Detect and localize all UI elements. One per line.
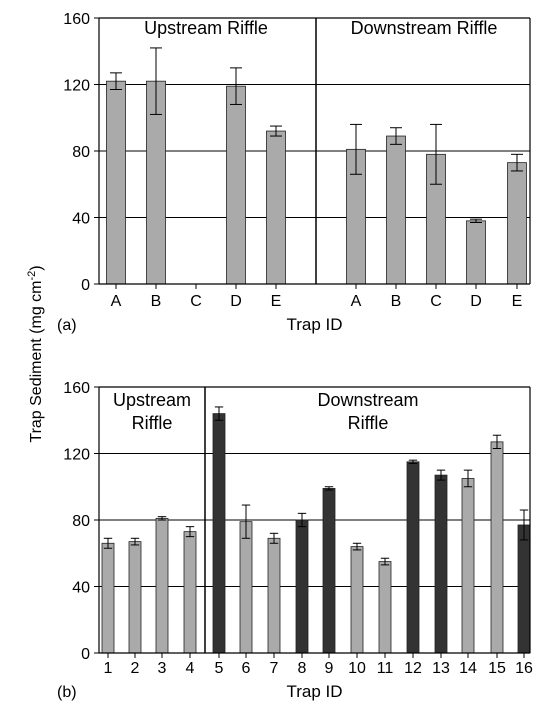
- bar: [212, 413, 226, 654]
- x-tick-label: 6: [242, 660, 251, 677]
- x-tick-label: 4: [186, 660, 195, 677]
- chart-panel-a: 0 40 80 120 160 A B C D E A B C D E Upstream Riffle Down…: [57, 11, 531, 334]
- y-tick-label: 120: [63, 78, 90, 95]
- group-label: Downstream Riffle: [351, 18, 498, 38]
- bar: [106, 80, 126, 285]
- x-axis-title: Trap ID: [286, 682, 342, 701]
- bar: [466, 220, 486, 285]
- bar: [517, 524, 531, 654]
- bar: [507, 162, 527, 285]
- bar: [406, 461, 420, 654]
- panel-label: (a): [57, 317, 77, 334]
- bar: [267, 537, 281, 654]
- y-tick-label: 80: [72, 513, 90, 530]
- x-axis-title: Trap ID: [286, 315, 342, 334]
- x-tick-label: 7: [270, 660, 279, 677]
- group-label: Downstream Riffle: [317, 390, 418, 433]
- x-tick-label: B: [391, 293, 402, 310]
- x-tick-label: 15: [488, 660, 506, 677]
- group-label: Upstream Riffle: [113, 390, 191, 433]
- bar: [239, 521, 253, 654]
- x-tick-label: 12: [404, 660, 422, 677]
- y-tick-label: 0: [81, 277, 90, 294]
- y-tick-label: 120: [63, 447, 90, 464]
- x-tick-label: 14: [459, 660, 477, 677]
- x-tick-label: D: [230, 293, 242, 310]
- x-tick-label: 8: [298, 660, 307, 677]
- bar: [155, 517, 169, 654]
- bar: [226, 85, 246, 285]
- x-tick-label: 1: [104, 660, 113, 677]
- group-label-line: Downstream: [317, 390, 418, 410]
- bar: [295, 519, 309, 654]
- bar: [434, 474, 448, 654]
- y-axis-label: Trap Sediment (mg cm-2): [26, 265, 45, 442]
- x-tick-label: 10: [348, 660, 366, 677]
- x-tick-label: C: [430, 293, 442, 310]
- x-tick-label: 16: [515, 660, 533, 677]
- bar: [461, 478, 475, 654]
- group-label-line: Riffle: [348, 413, 389, 433]
- x-tick-label: 13: [432, 660, 450, 677]
- y-axis-label-superscript: -2: [26, 271, 38, 281]
- x-tick-label: D: [470, 293, 482, 310]
- x-tick-label: 9: [325, 660, 334, 677]
- y-axis-label-close: ): [28, 265, 45, 270]
- y-tick-label: 160: [63, 11, 90, 28]
- group-label: Upstream Riffle: [144, 18, 268, 38]
- bar: [490, 441, 504, 654]
- group-label-line: Riffle: [132, 413, 173, 433]
- bar: [266, 130, 286, 285]
- x-tick-label: 5: [215, 660, 224, 677]
- x-tick-label: 2: [131, 660, 140, 677]
- y-tick-label: 160: [63, 380, 90, 397]
- y-tick-label: 80: [72, 144, 90, 161]
- group-label-line: Upstream: [113, 390, 191, 410]
- x-tick-label: B: [151, 293, 162, 310]
- y-tick-label: 40: [72, 211, 90, 228]
- bar: [322, 488, 336, 654]
- x-tick-label: C: [190, 293, 202, 310]
- x-tick-label: A: [111, 293, 122, 310]
- bar: [101, 542, 115, 654]
- bar: [128, 541, 142, 654]
- x-tick-label: 3: [158, 660, 167, 677]
- y-tick-label: 40: [72, 580, 90, 597]
- bar: [386, 135, 406, 285]
- x-tick-label: E: [271, 293, 282, 310]
- y-tick-label: 0: [81, 646, 90, 663]
- x-tick-label: A: [351, 293, 362, 310]
- bar: [350, 546, 364, 654]
- bar: [183, 531, 197, 654]
- x-tick-label: E: [512, 293, 523, 310]
- y-axis-label-main: Trap Sediment (mg cm: [28, 280, 45, 442]
- x-tick-label: 11: [377, 660, 394, 677]
- bar: [378, 561, 392, 654]
- panel-label: (b): [57, 684, 77, 701]
